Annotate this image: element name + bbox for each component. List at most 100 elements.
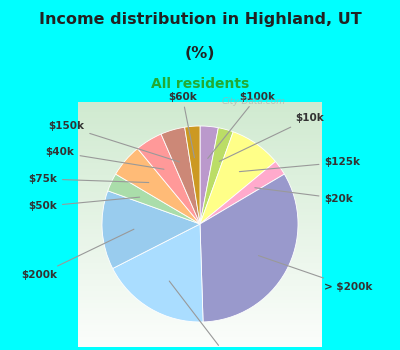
Bar (78, 87, 322, 90)
Bar (78, 277, 322, 280)
Bar (78, 195, 322, 197)
Bar (78, 155, 322, 158)
Bar (78, 308, 322, 311)
Bar (78, 345, 322, 348)
Bar (78, 169, 322, 172)
Bar (78, 201, 322, 203)
Bar (78, 226, 322, 229)
Text: $30k: $30k (169, 281, 240, 350)
Bar (78, 240, 322, 243)
Text: > $200k: > $200k (258, 256, 373, 292)
Bar (78, 234, 322, 237)
Bar (78, 232, 322, 235)
Bar (78, 223, 322, 226)
Bar (78, 291, 322, 294)
Bar (78, 303, 322, 306)
Bar (78, 92, 322, 95)
Text: $20k: $20k (255, 188, 353, 203)
Wedge shape (102, 191, 200, 268)
Bar (78, 146, 322, 149)
Bar (78, 215, 322, 217)
Bar (78, 294, 322, 297)
Bar (78, 286, 322, 288)
Bar (78, 246, 322, 249)
Text: $200k: $200k (21, 229, 134, 280)
Wedge shape (138, 134, 200, 224)
Bar (78, 124, 322, 126)
Bar (78, 348, 322, 350)
Wedge shape (116, 148, 200, 224)
Bar (78, 323, 322, 326)
Text: $100k: $100k (208, 92, 275, 159)
Bar (78, 297, 322, 300)
Text: $10k: $10k (219, 113, 324, 161)
Bar (78, 189, 322, 192)
Bar (78, 181, 322, 183)
Bar (78, 112, 322, 115)
Bar (78, 343, 322, 345)
Bar (78, 104, 322, 107)
Bar (78, 252, 322, 254)
Bar (78, 110, 322, 112)
Bar (78, 118, 322, 121)
Bar (78, 212, 322, 215)
Bar (78, 130, 322, 132)
Wedge shape (200, 174, 298, 322)
Wedge shape (113, 224, 203, 322)
Bar (78, 101, 322, 104)
Bar (78, 328, 322, 331)
Bar (78, 331, 322, 334)
Bar (78, 126, 322, 130)
Bar (78, 249, 322, 252)
Bar (78, 274, 322, 277)
Bar (78, 283, 322, 286)
Bar (78, 152, 322, 155)
Bar (78, 121, 322, 124)
Bar (78, 197, 322, 201)
Bar (78, 98, 322, 101)
Bar (78, 317, 322, 320)
Bar (78, 243, 322, 246)
Bar (78, 144, 322, 146)
Text: $50k: $50k (28, 197, 140, 211)
Bar (78, 95, 322, 98)
Bar (78, 229, 322, 232)
Bar (78, 266, 322, 268)
Wedge shape (200, 162, 284, 224)
Text: Income distribution in Highland, UT: Income distribution in Highland, UT (39, 12, 361, 27)
Bar (78, 135, 322, 138)
Bar (78, 306, 322, 308)
Bar (78, 209, 322, 212)
Bar (78, 337, 322, 340)
Bar (78, 268, 322, 272)
Bar (78, 166, 322, 169)
Bar (78, 158, 322, 161)
Text: All residents: All residents (151, 77, 249, 91)
Text: $150k: $150k (48, 121, 180, 162)
Bar (78, 320, 322, 323)
Text: $60k: $60k (168, 92, 197, 158)
Wedge shape (200, 132, 276, 224)
Bar (78, 175, 322, 178)
Bar (78, 90, 322, 92)
Bar (78, 84, 322, 87)
Bar (78, 183, 322, 186)
Bar (78, 206, 322, 209)
Wedge shape (200, 128, 233, 224)
Bar (78, 314, 322, 317)
Text: City-Data.com: City-Data.com (221, 97, 285, 106)
Bar (78, 161, 322, 163)
Bar (78, 300, 322, 303)
Bar (78, 132, 322, 135)
Bar (78, 107, 322, 110)
Bar (78, 115, 322, 118)
Bar (78, 178, 322, 181)
Bar (78, 192, 322, 195)
Bar (78, 163, 322, 166)
Text: $75k: $75k (28, 174, 149, 184)
Bar (78, 263, 322, 266)
Bar (78, 272, 322, 274)
Bar (78, 280, 322, 283)
Bar (78, 334, 322, 337)
Bar (78, 220, 322, 223)
